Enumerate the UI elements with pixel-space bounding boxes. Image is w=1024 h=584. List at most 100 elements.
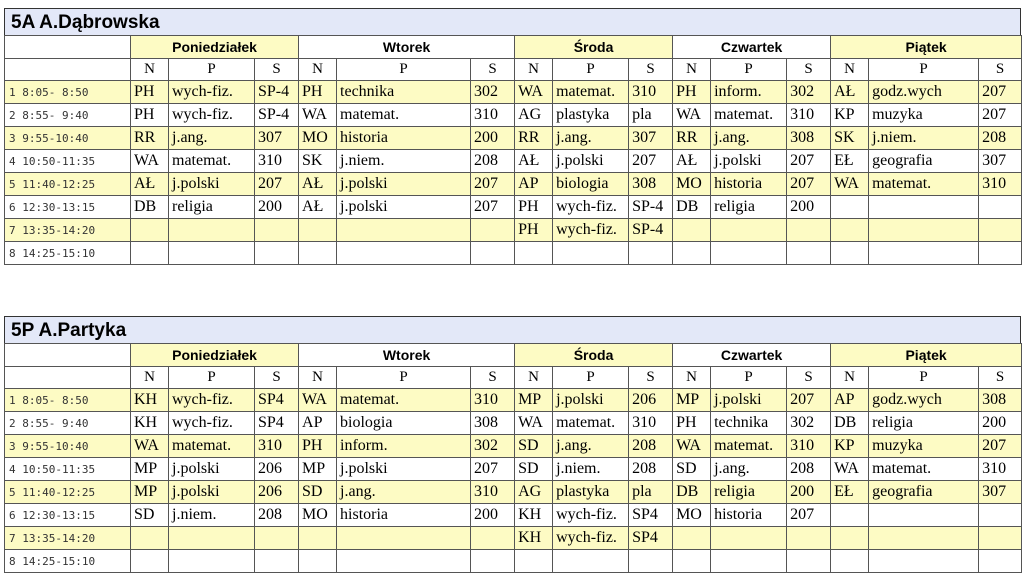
corner-cell	[4, 343, 131, 367]
lesson-hour: 1 8:05- 8:50	[4, 388, 131, 412]
room-cell: 302	[786, 80, 832, 104]
subject-cell: historia	[710, 172, 788, 196]
subject-cell: religia	[868, 411, 980, 435]
teacher-cell: MO	[298, 503, 338, 527]
teacher-cell: KH	[130, 388, 169, 412]
room-cell	[470, 526, 516, 550]
room-cell	[253, 549, 300, 573]
subject-cell	[868, 503, 980, 527]
lesson-row: 6 12:30-13:15 SD j.niem. 208 MO historia 200 KH…	[4, 503, 1023, 527]
room-cell	[253, 526, 300, 550]
column-header: S	[253, 366, 300, 389]
column-header: S	[628, 366, 674, 389]
teacher-cell: KP	[830, 103, 870, 127]
room-cell: 308	[786, 126, 832, 150]
lesson-row: 4 10:50-11:35 MP j.polski 206 MP j.polski 207 S…	[4, 457, 1023, 481]
room-cell	[628, 549, 674, 573]
room-cell	[978, 503, 1023, 527]
teacher-cell	[130, 526, 169, 550]
teacher-cell: RR	[514, 126, 554, 150]
column-header: P	[336, 366, 472, 389]
lesson-row: 5 11:40-12:25 MP j.polski 206 SD j.ang. 310 AG p…	[4, 480, 1023, 504]
room-cell: 208	[978, 126, 1023, 150]
column-header: N	[830, 58, 870, 81]
teacher-cell: MO	[298, 126, 338, 150]
subject-cell	[168, 218, 255, 242]
subject-cell: j.polski	[336, 457, 472, 481]
subject-cell: technika	[336, 80, 472, 104]
subject-cell: muzyka	[868, 434, 980, 458]
column-header: N	[514, 58, 554, 81]
day-header: Piątek	[830, 35, 1023, 59]
lesson-hour: 5 11:40-12:25	[4, 480, 131, 504]
subject-cell: matemat.	[336, 103, 472, 127]
room-cell	[786, 241, 832, 265]
subject-cell	[868, 218, 980, 242]
room-cell: 302	[786, 411, 832, 435]
room-cell: 302	[470, 434, 516, 458]
teacher-cell: MP	[672, 388, 712, 412]
subject-cell	[868, 241, 980, 265]
teacher-cell	[130, 218, 169, 242]
subject-cell: religia	[168, 195, 255, 219]
subject-cell	[168, 549, 255, 573]
subject-cell: wych-fiz.	[168, 103, 255, 127]
teacher-cell	[830, 241, 870, 265]
lesson-row: 6 12:30-13:15 DB religia 200 AŁ j.polski 207 PH…	[4, 195, 1023, 219]
teacher-cell: SK	[830, 126, 870, 150]
room-cell	[978, 549, 1023, 573]
room-cell	[470, 241, 516, 265]
teacher-cell: WA	[130, 149, 169, 173]
lesson-hour: 2 8:55- 9:40	[4, 103, 131, 127]
lesson-row: 8 14:25-15:10	[4, 241, 1023, 265]
teacher-cell: AP	[298, 411, 338, 435]
subject-cell: j.niem.	[552, 457, 630, 481]
room-cell: 206	[253, 457, 300, 481]
teacher-cell: DB	[130, 195, 169, 219]
room-cell: 307	[978, 149, 1023, 173]
teacher-cell: AŁ	[298, 172, 338, 196]
subject-cell	[552, 549, 630, 573]
teacher-cell: WA	[830, 172, 870, 196]
subject-cell: j.niem.	[336, 149, 472, 173]
room-cell	[253, 241, 300, 265]
lesson-row: 7 13:35-14:20 PH wych-fiz. SP-4	[4, 218, 1023, 242]
room-cell: 200	[786, 480, 832, 504]
subject-cell: matemat.	[168, 149, 255, 173]
subject-cell: j.polski	[552, 388, 630, 412]
teacher-cell	[298, 526, 338, 550]
teacher-cell: PH	[672, 80, 712, 104]
lesson-hour: 4 10:50-11:35	[4, 457, 131, 481]
teacher-cell: MP	[514, 388, 554, 412]
subject-cell: historia	[710, 503, 788, 527]
teacher-cell: WA	[672, 434, 712, 458]
room-cell: SP4	[628, 526, 674, 550]
teacher-cell: WA	[298, 103, 338, 127]
subject-cell: matemat.	[710, 103, 788, 127]
timetable-grid: Poniedziałek Wtorek Środa Czwartek Piątek N P S…	[4, 343, 1023, 573]
teacher-cell: EŁ	[830, 480, 870, 504]
subject-cell: matemat.	[710, 434, 788, 458]
class-title: 5A A.Dąbrowska	[4, 8, 1021, 35]
subject-cell: matemat.	[868, 172, 980, 196]
room-cell: 310	[253, 434, 300, 458]
room-cell: 200	[470, 126, 516, 150]
lesson-hour: 3 9:55-10:40	[4, 126, 131, 150]
subject-cell: wych-fiz.	[168, 388, 255, 412]
subject-cell	[868, 549, 980, 573]
lesson-hour: 6 12:30-13:15	[4, 503, 131, 527]
teacher-cell: SD	[514, 457, 554, 481]
column-header: S	[470, 58, 516, 81]
teacher-cell: AG	[514, 480, 554, 504]
teacher-cell: MP	[130, 457, 169, 481]
subject-cell: godz.wych	[868, 80, 980, 104]
corner-cell	[4, 366, 131, 389]
teacher-cell	[298, 241, 338, 265]
column-header: S	[978, 366, 1023, 389]
room-cell: 200	[253, 195, 300, 219]
lesson-hour: 5 11:40-12:25	[4, 172, 131, 196]
subject-cell: matemat.	[168, 434, 255, 458]
day-header: Czwartek	[672, 343, 832, 367]
room-cell: SP4	[628, 503, 674, 527]
